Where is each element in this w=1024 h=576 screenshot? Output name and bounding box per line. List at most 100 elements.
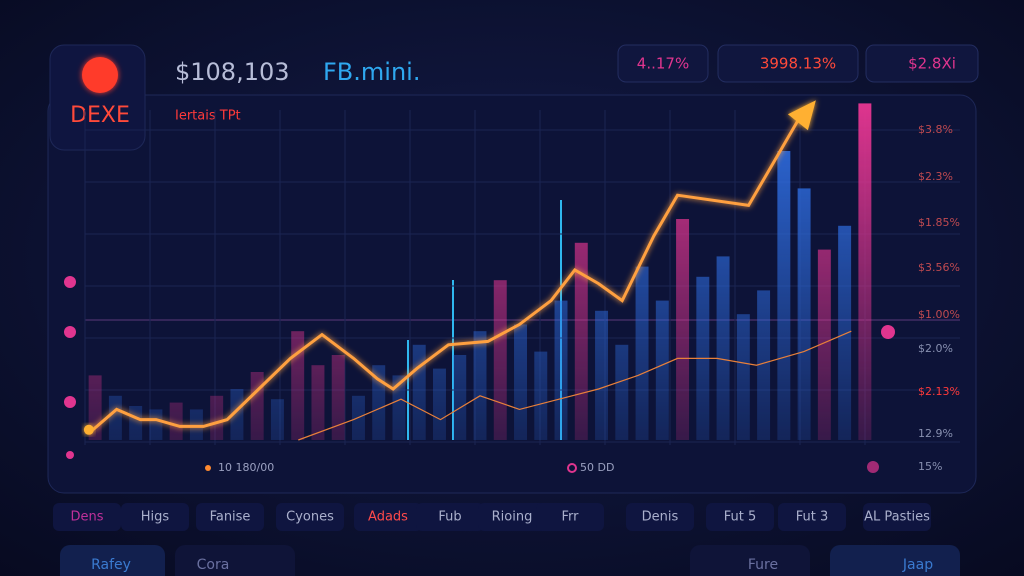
- marker-ring: [867, 461, 879, 473]
- tab-label[interactable]: Fut 5: [724, 510, 757, 525]
- marker-dot: [567, 463, 577, 473]
- y-axis-label: $2.13%: [918, 385, 960, 398]
- bar: [655, 300, 669, 440]
- bar: [210, 395, 224, 440]
- start-dot: [83, 424, 94, 435]
- bar: [412, 344, 426, 440]
- tab-label[interactable]: Dens: [70, 510, 103, 525]
- subtitle: Iertais TPt: [175, 109, 241, 124]
- y-axis-label: $3.56%: [918, 261, 960, 274]
- stat-value: 3998.13%: [760, 55, 836, 73]
- bar: [230, 389, 244, 440]
- y-axis-label: $2.3%: [918, 170, 953, 183]
- side-dot: [64, 396, 76, 408]
- tab-label[interactable]: Fut 3: [796, 510, 829, 525]
- bar: [817, 249, 831, 440]
- bar: [574, 242, 588, 440]
- bar: [797, 188, 811, 440]
- tab[interactable]: [276, 503, 344, 531]
- y-axis-label: 15%: [918, 460, 942, 473]
- bar: [736, 314, 750, 440]
- tab[interactable]: [354, 503, 422, 531]
- tab-label[interactable]: Fanise: [210, 510, 251, 525]
- logo-box: [49, 44, 146, 151]
- logo-icon: [82, 57, 118, 93]
- tab[interactable]: [706, 503, 774, 531]
- tab-label[interactable]: Fub: [438, 510, 461, 525]
- marker-label: 10 180/00: [218, 461, 274, 474]
- tab[interactable]: [416, 503, 484, 531]
- tab-label[interactable]: Adads: [368, 510, 408, 525]
- tab-label[interactable]: Rioing: [492, 510, 533, 525]
- trend-line: [298, 330, 852, 441]
- tab-label[interactable]: AL Pasties: [864, 510, 930, 525]
- bar: [453, 355, 467, 440]
- tab-label[interactable]: Cyones: [286, 510, 334, 525]
- bar: [493, 280, 507, 440]
- bar: [473, 331, 487, 440]
- marker-dot: [205, 465, 211, 471]
- y-axis-label: $3.8%: [918, 123, 953, 136]
- footer-label[interactable]: Rafey: [91, 557, 131, 573]
- tab[interactable]: [536, 503, 604, 531]
- bar: [534, 351, 548, 440]
- bar: [270, 399, 284, 440]
- footer-label[interactable]: Cora: [197, 557, 230, 573]
- tab[interactable]: [626, 503, 694, 531]
- stat-chip: [617, 44, 709, 83]
- footer-button[interactable]: [175, 545, 295, 576]
- side-dot: [64, 276, 76, 288]
- bar: [858, 103, 872, 441]
- y-axis-label: $2.0%: [918, 342, 953, 355]
- ticker: FB.mini.: [323, 58, 420, 86]
- y-axis-label: $1.85%: [918, 216, 960, 229]
- y-axis-label: $1.00%: [918, 308, 960, 321]
- stat-chip: [717, 44, 859, 83]
- tab-label[interactable]: Frr: [562, 510, 580, 525]
- price-line: [91, 109, 806, 431]
- bar: [716, 256, 730, 440]
- bar: [514, 324, 527, 440]
- bar: [189, 409, 203, 440]
- bar: [615, 344, 629, 440]
- bar: [757, 290, 771, 440]
- bar: [392, 375, 406, 440]
- footer-button[interactable]: [830, 545, 960, 576]
- footer-button[interactable]: [690, 545, 810, 576]
- bar: [676, 219, 690, 440]
- bar: [108, 395, 122, 440]
- end-dot: [881, 325, 895, 339]
- stat-value: $2.8Xi: [908, 55, 956, 73]
- bar: [554, 300, 568, 440]
- arrow-head: [787, 100, 816, 131]
- bar: [331, 355, 345, 440]
- tab[interactable]: [778, 503, 846, 531]
- bar: [311, 365, 325, 440]
- tab[interactable]: [53, 503, 121, 531]
- footer-label[interactable]: Fure: [748, 557, 778, 573]
- tab[interactable]: [196, 503, 264, 531]
- tab-label[interactable]: Denis: [642, 510, 679, 525]
- bar: [838, 225, 852, 440]
- side-dot: [66, 451, 74, 459]
- bar: [372, 365, 386, 440]
- bar: [291, 331, 305, 440]
- bar: [595, 310, 609, 440]
- stat-chip: [865, 44, 979, 83]
- tab[interactable]: [478, 503, 546, 531]
- bar: [777, 151, 791, 440]
- bar: [433, 368, 446, 440]
- chart-panel: [47, 94, 977, 494]
- bar: [149, 409, 163, 440]
- bar: [635, 266, 649, 440]
- tab-label[interactable]: Higs: [141, 510, 170, 525]
- logo-text: DEXE: [70, 103, 130, 128]
- stat-value: 4..17%: [637, 55, 689, 73]
- bar: [129, 406, 143, 440]
- footer-button[interactable]: [60, 545, 165, 576]
- footer-label[interactable]: Jaap: [902, 557, 933, 573]
- tab[interactable]: [863, 503, 931, 531]
- tab[interactable]: [121, 503, 189, 531]
- marker-label: 50 DD: [580, 461, 614, 474]
